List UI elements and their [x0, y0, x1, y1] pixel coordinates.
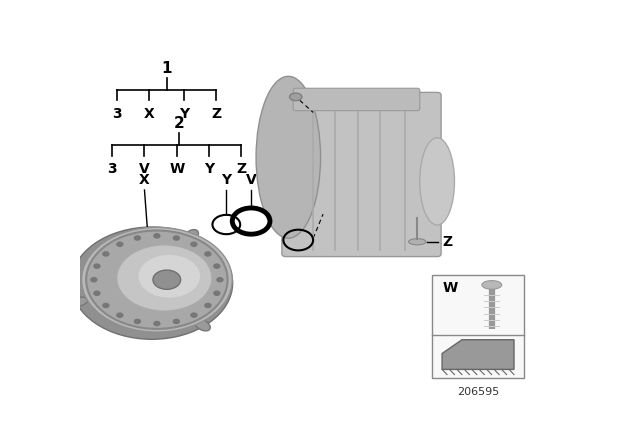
FancyBboxPatch shape	[432, 275, 524, 378]
Circle shape	[205, 252, 211, 256]
Circle shape	[91, 278, 97, 282]
Ellipse shape	[71, 227, 233, 339]
Circle shape	[217, 278, 223, 282]
Text: X: X	[139, 172, 150, 186]
Ellipse shape	[259, 133, 288, 161]
Text: 206595: 206595	[457, 387, 499, 396]
Circle shape	[173, 319, 179, 323]
Ellipse shape	[116, 245, 212, 311]
Text: V: V	[246, 172, 257, 186]
Ellipse shape	[81, 227, 232, 332]
Circle shape	[191, 313, 197, 317]
Circle shape	[117, 313, 123, 317]
Ellipse shape	[184, 229, 198, 242]
Circle shape	[134, 236, 140, 240]
Circle shape	[94, 291, 100, 295]
Circle shape	[154, 234, 160, 238]
Text: Z: Z	[236, 163, 246, 177]
Text: W: W	[291, 233, 305, 246]
Text: Y: Y	[179, 107, 189, 121]
Text: V: V	[139, 163, 150, 177]
Text: 1: 1	[161, 61, 172, 76]
Circle shape	[94, 264, 100, 268]
Text: W: W	[169, 163, 184, 177]
Text: 3: 3	[264, 99, 273, 112]
Ellipse shape	[482, 280, 502, 289]
Text: 3: 3	[113, 107, 122, 121]
Circle shape	[214, 291, 220, 295]
Circle shape	[103, 303, 109, 307]
Text: 2: 2	[174, 116, 184, 131]
Circle shape	[191, 242, 197, 246]
Ellipse shape	[68, 297, 88, 306]
Ellipse shape	[153, 270, 180, 289]
Ellipse shape	[420, 138, 454, 225]
Ellipse shape	[408, 239, 426, 245]
Text: X: X	[144, 107, 155, 121]
Circle shape	[154, 322, 160, 326]
Text: Y: Y	[204, 163, 214, 177]
FancyBboxPatch shape	[282, 92, 441, 257]
Circle shape	[205, 303, 211, 307]
Circle shape	[117, 242, 123, 246]
Text: 3: 3	[108, 163, 117, 177]
Ellipse shape	[289, 93, 302, 101]
Circle shape	[103, 252, 109, 256]
FancyBboxPatch shape	[293, 88, 420, 111]
Ellipse shape	[195, 319, 211, 331]
Text: Z: Z	[442, 235, 452, 249]
Ellipse shape	[256, 76, 321, 238]
Text: Z: Z	[211, 107, 221, 121]
Polygon shape	[442, 340, 514, 370]
Ellipse shape	[86, 231, 228, 329]
Circle shape	[173, 236, 179, 240]
Circle shape	[134, 319, 140, 323]
Circle shape	[214, 264, 220, 268]
Text: W: W	[443, 281, 458, 295]
Text: Y: Y	[221, 172, 232, 186]
Ellipse shape	[138, 255, 200, 297]
